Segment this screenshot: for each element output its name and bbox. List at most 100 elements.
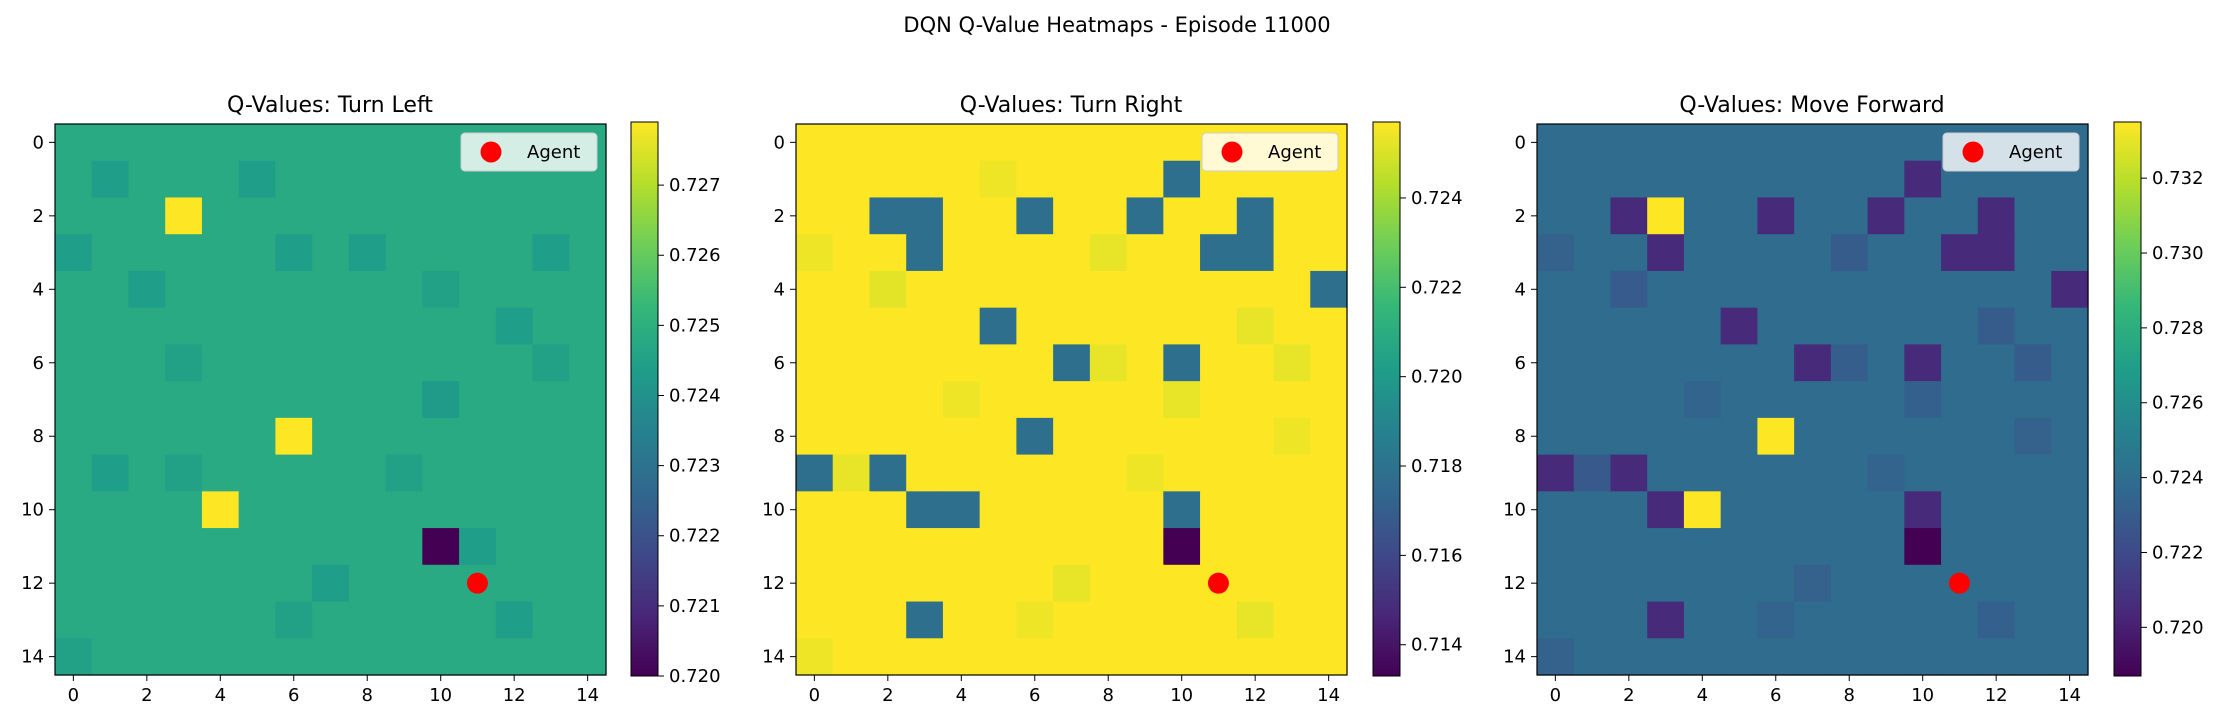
heatmap-cell bbox=[1610, 307, 1648, 345]
heatmap-cell bbox=[1126, 344, 1164, 382]
y-tick-label: 12 bbox=[21, 573, 44, 594]
heatmap-cell bbox=[275, 270, 313, 309]
heatmap-cell bbox=[1163, 124, 1201, 162]
heatmap-cell bbox=[832, 197, 871, 235]
heatmap-cell bbox=[1977, 270, 2016, 309]
heatmap-cell bbox=[348, 381, 387, 419]
heatmap-cell bbox=[385, 454, 423, 492]
heatmap-cell bbox=[2051, 381, 2089, 419]
heatmap-cell bbox=[906, 564, 944, 603]
heatmap-cell bbox=[532, 638, 570, 676]
heatmap-cell bbox=[832, 124, 871, 162]
heatmap-cell bbox=[1830, 381, 1869, 419]
heatmap-cell bbox=[91, 528, 130, 566]
heatmap-cell bbox=[55, 160, 93, 199]
heatmap-cell bbox=[1757, 528, 1795, 566]
heatmap-cell bbox=[1904, 270, 1942, 309]
heatmap-cell bbox=[459, 601, 497, 639]
heatmap-cell bbox=[1273, 197, 1311, 235]
heatmap-cell bbox=[1977, 491, 2016, 529]
heatmap-cell bbox=[312, 344, 350, 382]
heatmap-cell bbox=[1683, 344, 1722, 382]
heatmap-cell bbox=[2051, 528, 2089, 566]
heatmap-cell bbox=[128, 270, 166, 309]
heatmap-cell bbox=[238, 160, 276, 199]
heatmap-cell bbox=[1089, 638, 1128, 676]
heatmap-cell bbox=[1720, 638, 1758, 676]
heatmap-cell bbox=[569, 417, 607, 456]
heatmap-cell bbox=[1310, 528, 1348, 566]
heatmap-cell bbox=[569, 234, 607, 272]
heatmap-cell bbox=[1236, 638, 1275, 676]
heatmap-cell bbox=[1610, 160, 1648, 199]
heatmap-cell bbox=[1310, 454, 1348, 492]
heatmap-cell bbox=[1089, 197, 1128, 235]
heatmap-cell bbox=[1236, 491, 1275, 529]
heatmap-cell bbox=[275, 454, 313, 492]
heatmap-cell bbox=[569, 454, 607, 492]
heatmap-cell bbox=[2014, 234, 2052, 272]
heatmap-cell bbox=[1273, 638, 1311, 676]
heatmap-cell bbox=[1794, 601, 1832, 639]
heatmap-cell bbox=[1016, 454, 1054, 492]
y-tick-label: 2 bbox=[33, 206, 44, 227]
heatmap-cell bbox=[869, 638, 907, 676]
heatmap-cell bbox=[55, 381, 93, 419]
heatmap-cell bbox=[1757, 197, 1795, 235]
heatmap-cell bbox=[495, 528, 534, 566]
heatmap-cell bbox=[1163, 160, 1201, 199]
heatmap-cell bbox=[91, 601, 130, 639]
y-tick-label: 2 bbox=[774, 206, 785, 227]
heatmap-cell bbox=[1977, 381, 2016, 419]
heatmap-cell bbox=[348, 454, 387, 492]
heatmap-cell bbox=[165, 528, 203, 566]
heatmap-cell bbox=[238, 417, 276, 456]
heatmap-cell bbox=[1977, 454, 2016, 492]
heatmap-cell bbox=[532, 270, 570, 309]
heatmap-cell bbox=[91, 454, 130, 492]
heatmap-cell bbox=[91, 124, 130, 162]
heatmap-cell bbox=[1537, 601, 1575, 639]
heatmap-cell bbox=[1053, 491, 1091, 529]
heatmap-cell bbox=[532, 197, 570, 235]
heatmap-cell bbox=[312, 454, 350, 492]
heatmap-cell bbox=[906, 528, 944, 566]
x-tick-label: 4 bbox=[1697, 685, 1708, 706]
heatmap-cell bbox=[1537, 197, 1575, 235]
heatmap-cell bbox=[942, 124, 981, 162]
heatmap-cell bbox=[201, 601, 240, 639]
heatmap-cell bbox=[495, 638, 534, 676]
heatmap-cell bbox=[1053, 234, 1091, 272]
heatmap-cell bbox=[569, 564, 607, 603]
heatmap-cell bbox=[942, 160, 981, 199]
heatmap-cell bbox=[1683, 417, 1722, 456]
colorbar-tick-label: 0.724 bbox=[2152, 468, 2204, 489]
heatmap-plot: 0 2 4 6 8 10 12 14 0 2 4 6 8 10 12 14 Agent bbox=[21, 123, 607, 706]
heatmap-cell bbox=[1126, 564, 1164, 603]
colorbar-tick-label: 0.716 bbox=[1411, 545, 1463, 566]
y-tick-label: 8 bbox=[774, 426, 785, 447]
heatmap-cell bbox=[385, 528, 423, 566]
heatmap-cell bbox=[165, 381, 203, 419]
heatmap-cell bbox=[832, 638, 871, 676]
heatmap-cell bbox=[906, 160, 944, 199]
heatmap-cell bbox=[1904, 491, 1942, 529]
heatmap-cell bbox=[55, 601, 93, 639]
heatmap-cell bbox=[1200, 491, 1238, 529]
heatmap-cell bbox=[1053, 124, 1091, 162]
heatmap-cell bbox=[1683, 491, 1722, 529]
heatmap-cell bbox=[832, 601, 871, 639]
heatmap-cell bbox=[1941, 197, 1979, 235]
x-tick-label: 12 bbox=[1244, 685, 1267, 706]
heatmap-cell bbox=[1089, 454, 1128, 492]
heatmap-cell bbox=[422, 381, 460, 419]
heatmap-cell bbox=[1310, 417, 1348, 456]
heatmap-cell bbox=[942, 381, 981, 419]
heatmap-cell bbox=[238, 564, 276, 603]
heatmap-cell bbox=[55, 638, 93, 676]
colorbar-tick-label: 0.718 bbox=[1411, 456, 1463, 477]
heatmap-cell bbox=[1757, 124, 1795, 162]
heatmap-cell bbox=[2014, 307, 2052, 345]
heatmap-cell bbox=[238, 197, 276, 235]
heatmap-cell bbox=[1977, 601, 2016, 639]
